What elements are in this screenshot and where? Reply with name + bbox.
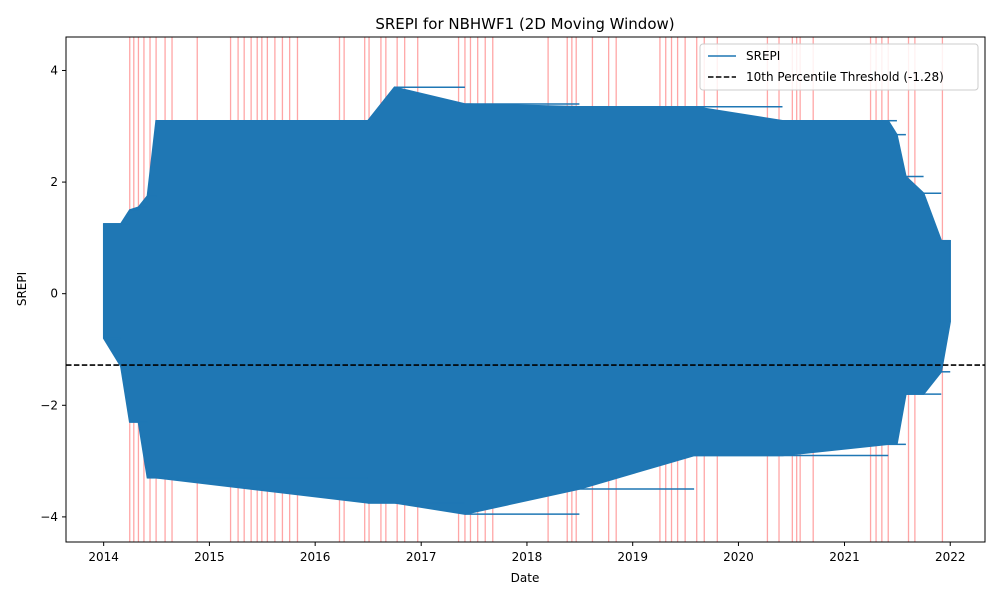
y-tick-label: −2 [40, 398, 58, 412]
x-tick-label: 2021 [829, 550, 860, 564]
y-axis: −4 −2 0 2 4 [40, 63, 66, 524]
legend-frame [699, 43, 979, 91]
x-axis-label: Date [511, 571, 540, 585]
x-tick-label: 2020 [723, 550, 754, 564]
y-axis-label: SREPI [15, 272, 29, 306]
plot-frame [65, 36, 986, 543]
series-band [102, 86, 951, 515]
x-tick-label: 2019 [617, 550, 648, 564]
x-tick-label: 2014 [88, 550, 119, 564]
x-tick-label: 2016 [300, 550, 331, 564]
legend-series-label: SREPI [746, 49, 780, 63]
series-srepi [102, 86, 951, 515]
x-tick-label: 2022 [935, 550, 966, 564]
y-tick-label: 2 [50, 175, 58, 189]
y-tick-label: −4 [40, 510, 58, 524]
x-tick-label: 2017 [406, 550, 437, 564]
legend: SREPI 10th Percentile Threshold (-1.28) [699, 43, 979, 91]
y-tick-label: 0 [50, 287, 58, 301]
legend-threshold-label: 10th Percentile Threshold (-1.28) [746, 70, 944, 84]
x-tick-label: 2018 [512, 550, 543, 564]
chart-title: SREPI for NBHWF1 (2D Moving Window) [375, 15, 674, 33]
y-tick-label: 4 [50, 63, 58, 77]
x-tick-label: 2015 [194, 550, 225, 564]
x-axis: 2014 2015 2016 2017 2018 2019 2020 2021 2022 [88, 542, 966, 564]
